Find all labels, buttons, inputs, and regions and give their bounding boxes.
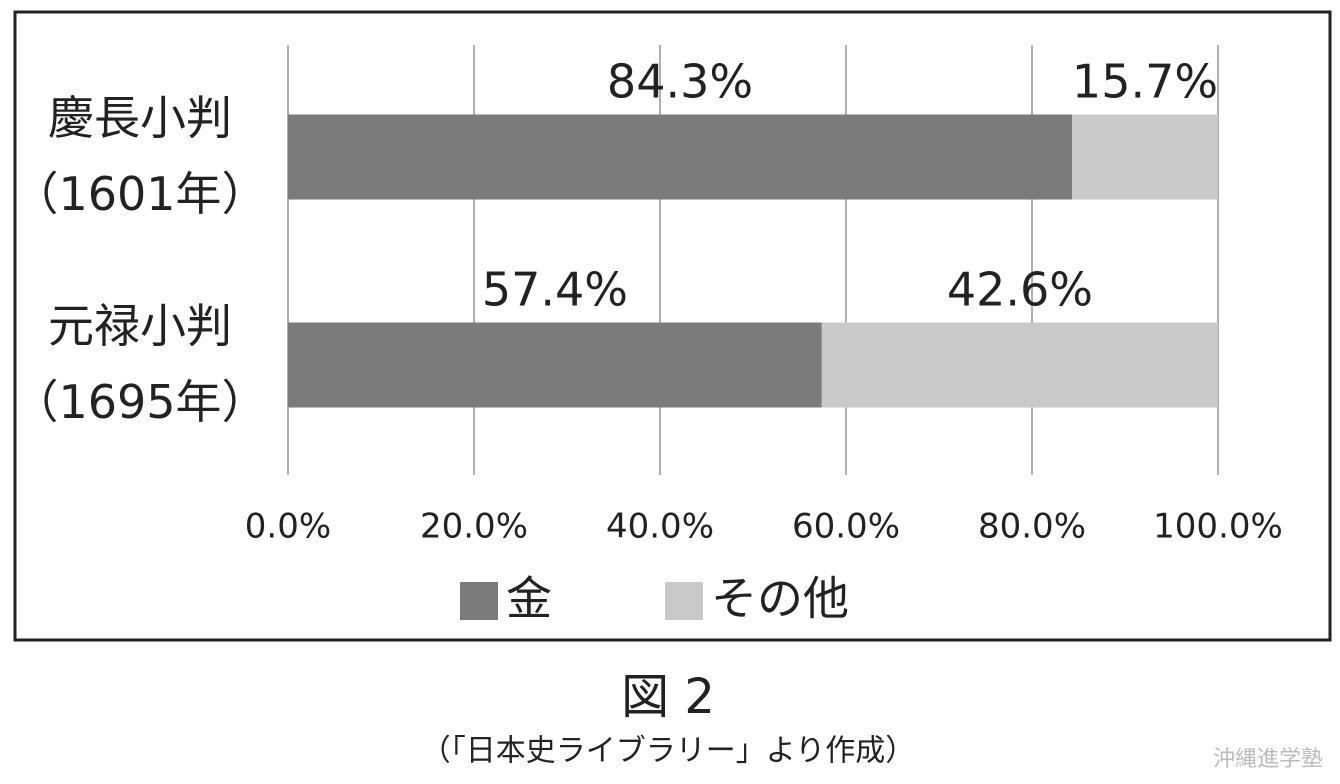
source-note: （「日本史ライブラリー」より作成） [421,734,915,769]
y-tick-label: 慶長小判（1601年） [12,91,267,221]
bar-segment [288,322,822,408]
watermark: 沖縄進学塾 [1213,747,1323,772]
legend-swatch [665,582,703,620]
x-tick-label: 20.0% [420,507,528,547]
x-tick-label: 0.0% [245,507,331,547]
value-label: 15.7% [1072,55,1218,109]
legend-label: 金 [506,572,552,626]
bar-segment [1071,114,1218,200]
x-tick-label: 80.0% [978,507,1086,547]
x-tick-label: 100.0% [1153,507,1283,547]
figure-caption: 図 2 [621,669,715,725]
x-tick-label: 60.0% [792,507,900,547]
bar-segment [288,114,1072,200]
legend-swatch [460,582,498,620]
x-tick-label: 40.0% [606,507,714,547]
value-label: 84.3% [607,55,753,109]
value-label: 57.4% [482,263,628,317]
value-label: 42.6% [947,263,1093,317]
bar-segment [821,322,1218,408]
legend-label: その他 [711,572,849,626]
y-tick-label: 元禄小判（1695年） [12,299,267,429]
